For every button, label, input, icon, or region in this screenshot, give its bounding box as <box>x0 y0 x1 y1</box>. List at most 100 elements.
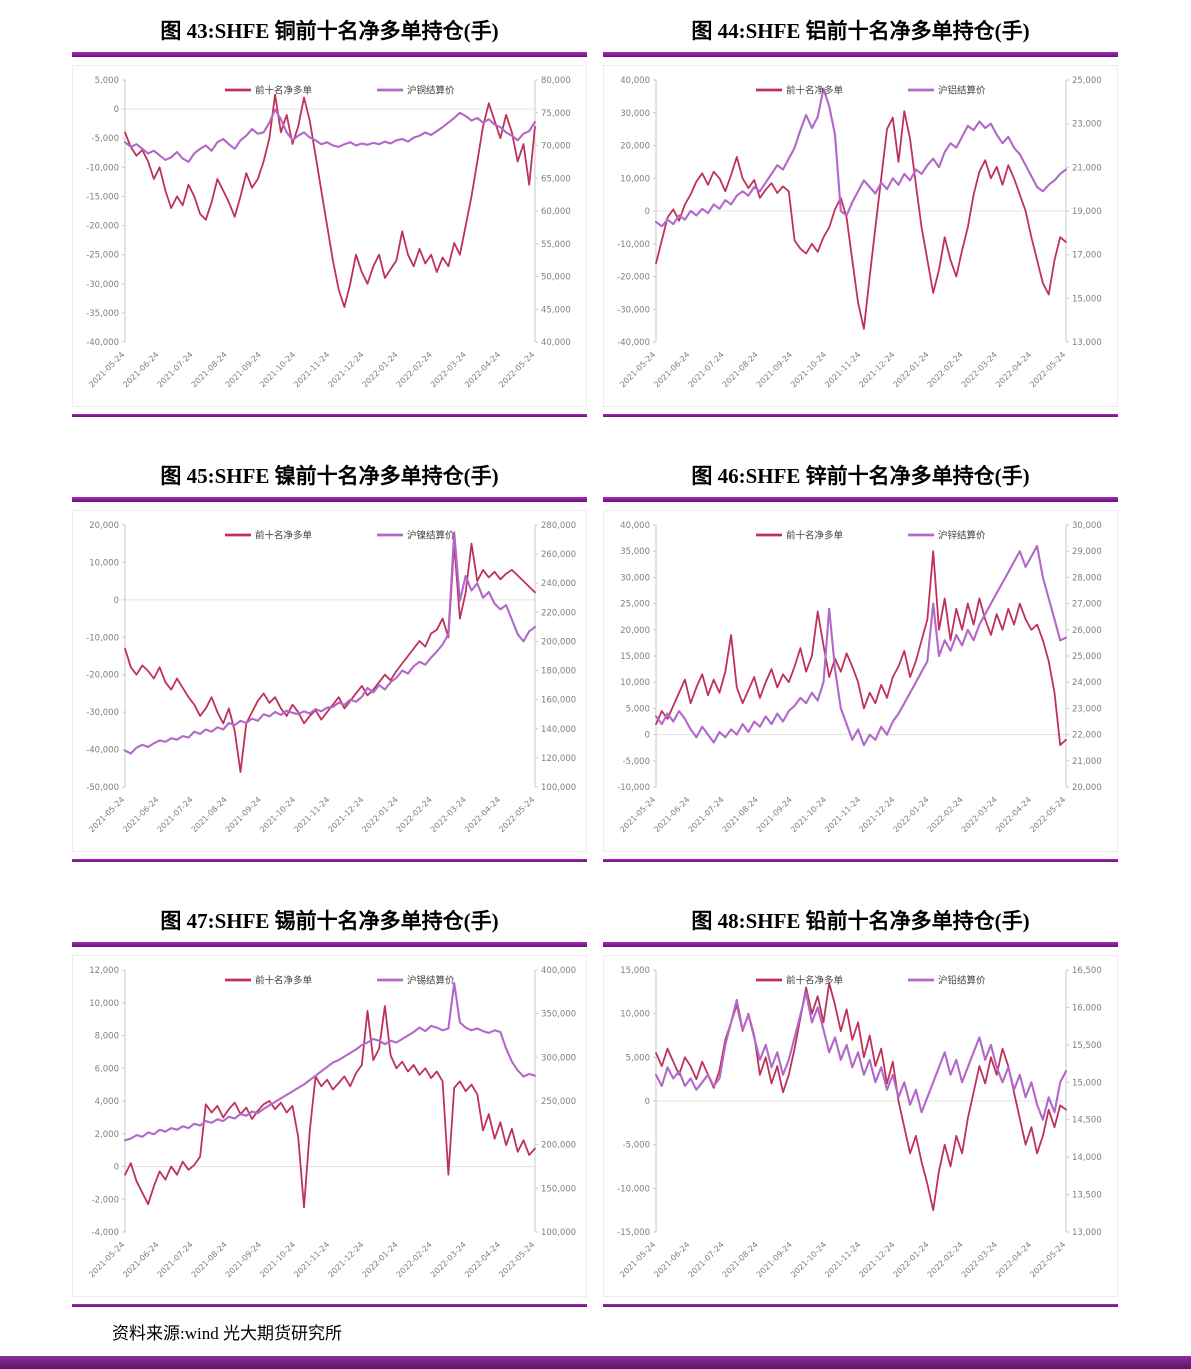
svg-text:15,000: 15,000 <box>1072 294 1102 304</box>
svg-text:沪锡结算价: 沪锡结算价 <box>407 975 455 987</box>
svg-text:-10,000: -10,000 <box>86 633 119 643</box>
chart-frame: 20,000 10,000 0 -10,000 -20,000 -30,000 -40,00… <box>72 510 587 852</box>
svg-text:160,000: 160,000 <box>541 696 576 706</box>
svg-text:28,000: 28,000 <box>1072 573 1102 583</box>
svg-text:沪镍结算价: 沪镍结算价 <box>407 530 455 542</box>
svg-text:27,000: 27,000 <box>1072 600 1102 610</box>
svg-text:13,500: 13,500 <box>1072 1191 1102 1201</box>
svg-text:前十名净多单: 前十名净多单 <box>786 530 844 542</box>
svg-text:20,000: 20,000 <box>1072 783 1102 793</box>
svg-text:200,000: 200,000 <box>541 637 576 647</box>
svg-text:14,500: 14,500 <box>1072 1116 1102 1126</box>
svg-text:22,000: 22,000 <box>1072 731 1102 741</box>
svg-text:40,000: 40,000 <box>620 76 650 86</box>
x-axis-labels: 2021-05-242021-06-242021-07-242021-08-24… <box>618 1240 1067 1279</box>
svg-text:0: 0 <box>645 1097 650 1107</box>
series-line-price <box>123 108 537 163</box>
chart-title-fig44: 图 44:SHFE 铝前十名净多单持仓(手) <box>691 19 1030 43</box>
svg-text:-15,000: -15,000 <box>86 192 119 202</box>
svg-text:25,000: 25,000 <box>620 600 650 610</box>
chart-title-fig43: 图 43:SHFE 铜前十名净多单持仓(手) <box>160 19 499 43</box>
title-rule <box>603 942 1118 947</box>
chart-block-fig48: 图 48:SHFE 铅前十名净多单持仓(手) 15,000 10,000 5,000… <box>603 906 1118 1307</box>
svg-text:20,000: 20,000 <box>620 142 650 152</box>
right-axis-ticks: 80,000 75,000 70,000 65,000 60,000 55,000 50,0… <box>535 76 571 348</box>
legend: 前十名净多单 沪锌结算价 <box>756 530 986 542</box>
svg-text:2022-05-24: 2022-05-24 <box>1028 795 1067 834</box>
svg-text:35,000: 35,000 <box>620 547 650 557</box>
series-line-net-long <box>124 93 536 309</box>
series-line-net-long <box>124 1005 536 1209</box>
svg-text:30,000: 30,000 <box>620 109 650 119</box>
svg-text:200,000: 200,000 <box>541 1141 576 1151</box>
svg-text:2022-05-24: 2022-05-24 <box>1028 350 1067 389</box>
svg-text:5,000: 5,000 <box>626 1053 650 1063</box>
chart-frame: 5,000 0 -5,000 -10,000 -15,000 -20,000 -25,000… <box>72 65 587 407</box>
svg-text:16,000: 16,000 <box>1072 1003 1102 1013</box>
svg-text:20,000: 20,000 <box>89 521 119 531</box>
svg-text:0: 0 <box>645 731 650 741</box>
svg-text:4,000: 4,000 <box>95 1097 119 1107</box>
svg-text:240,000: 240,000 <box>541 579 576 589</box>
svg-text:13,000: 13,000 <box>1072 1228 1102 1238</box>
series-line-net-long <box>655 110 1067 330</box>
svg-text:250,000: 250,000 <box>541 1097 576 1107</box>
svg-text:65,000: 65,000 <box>541 174 571 184</box>
chart-block-fig43: 图 43:SHFE 铜前十名净多单持仓(手) 5,000 0 -5,000 -10,0… <box>72 16 587 417</box>
svg-text:260,000: 260,000 <box>541 550 576 560</box>
charts-grid: 图 43:SHFE 铜前十名净多单持仓(手) 5,000 0 -5,000 -10,0… <box>0 12 1191 1307</box>
svg-text:14,000: 14,000 <box>1072 1153 1102 1163</box>
svg-text:180,000: 180,000 <box>541 667 576 677</box>
svg-text:350,000: 350,000 <box>541 1010 576 1020</box>
dual-axis-line-chart-copper: 5,000 0 -5,000 -10,000 -15,000 -20,000 -25,000… <box>86 76 571 389</box>
svg-text:-2,000: -2,000 <box>92 1195 119 1205</box>
svg-text:-40,000: -40,000 <box>86 746 119 756</box>
x-axis-labels: 2021-05-242021-06-242021-07-242021-08-24… <box>87 350 536 389</box>
svg-text:2,000: 2,000 <box>95 1130 119 1140</box>
svg-text:6,000: 6,000 <box>95 1064 119 1074</box>
svg-text:30,000: 30,000 <box>620 573 650 583</box>
svg-text:17,000: 17,000 <box>1072 251 1102 261</box>
legend: 前十名净多单 沪锡结算价 <box>225 975 455 987</box>
svg-text:75,000: 75,000 <box>541 109 571 119</box>
svg-text:10,000: 10,000 <box>620 1010 650 1020</box>
svg-text:20,000: 20,000 <box>620 626 650 636</box>
svg-text:50,000: 50,000 <box>541 273 571 283</box>
x-axis-labels: 2021-05-242021-06-242021-07-242021-08-24… <box>618 795 1067 834</box>
svg-text:12,000: 12,000 <box>89 966 119 976</box>
legend: 前十名净多单 沪铜结算价 <box>225 85 455 97</box>
series-line-price <box>654 544 1068 747</box>
svg-text:-10,000: -10,000 <box>86 163 119 173</box>
series-line-price <box>123 982 537 1142</box>
legend: 前十名净多单 沪铅结算价 <box>756 975 986 987</box>
chart-block-fig45: 图 45:SHFE 镍前十名净多单持仓(手) 20,000 10,000 0 -10,… <box>72 461 587 862</box>
chart-frame: 40,000 35,000 30,000 25,000 20,000 15,000 10,0… <box>603 510 1118 852</box>
svg-text:15,000: 15,000 <box>620 652 650 662</box>
left-axis-ticks: 20,000 10,000 0 -10,000 -20,000 -30,000 -40,00… <box>86 521 125 793</box>
svg-text:2022-05-24: 2022-05-24 <box>497 795 536 834</box>
series-line-net-long <box>655 550 1067 747</box>
svg-text:26,000: 26,000 <box>1072 626 1102 636</box>
svg-text:8,000: 8,000 <box>95 1032 119 1042</box>
svg-text:前十名净多单: 前十名净多单 <box>786 85 844 97</box>
svg-text:0: 0 <box>645 207 650 217</box>
series-line-net-long <box>655 982 1067 1212</box>
svg-text:0: 0 <box>114 596 119 606</box>
svg-text:25,000: 25,000 <box>1072 76 1102 86</box>
right-axis-ticks: 16,500 16,000 15,500 15,000 14,500 14,000 13,5… <box>1066 966 1102 1238</box>
svg-text:前十名净多单: 前十名净多单 <box>255 530 313 542</box>
legend: 前十名净多单 沪镍结算价 <box>225 530 455 542</box>
left-axis-ticks: 15,000 10,000 5,000 0 -5,000 -10,000 -15,000 <box>617 966 656 1238</box>
svg-text:16,500: 16,500 <box>1072 966 1102 976</box>
svg-text:-20,000: -20,000 <box>86 222 119 232</box>
right-axis-ticks: 400,000 350,000 300,000 250,000 200,000 150,0… <box>535 966 576 1238</box>
svg-text:2022-05-24: 2022-05-24 <box>497 350 536 389</box>
svg-text:沪锌结算价: 沪锌结算价 <box>938 530 986 542</box>
bottom-rule <box>603 859 1118 862</box>
svg-text:140,000: 140,000 <box>541 725 576 735</box>
svg-text:0: 0 <box>114 1163 119 1173</box>
svg-text:21,000: 21,000 <box>1072 163 1102 173</box>
right-axis-ticks: 30,000 29,000 28,000 27,000 26,000 25,000 24,0… <box>1066 521 1102 793</box>
svg-text:29,000: 29,000 <box>1072 547 1102 557</box>
x-axis-labels: 2021-05-242021-06-242021-07-242021-08-24… <box>87 1240 536 1279</box>
